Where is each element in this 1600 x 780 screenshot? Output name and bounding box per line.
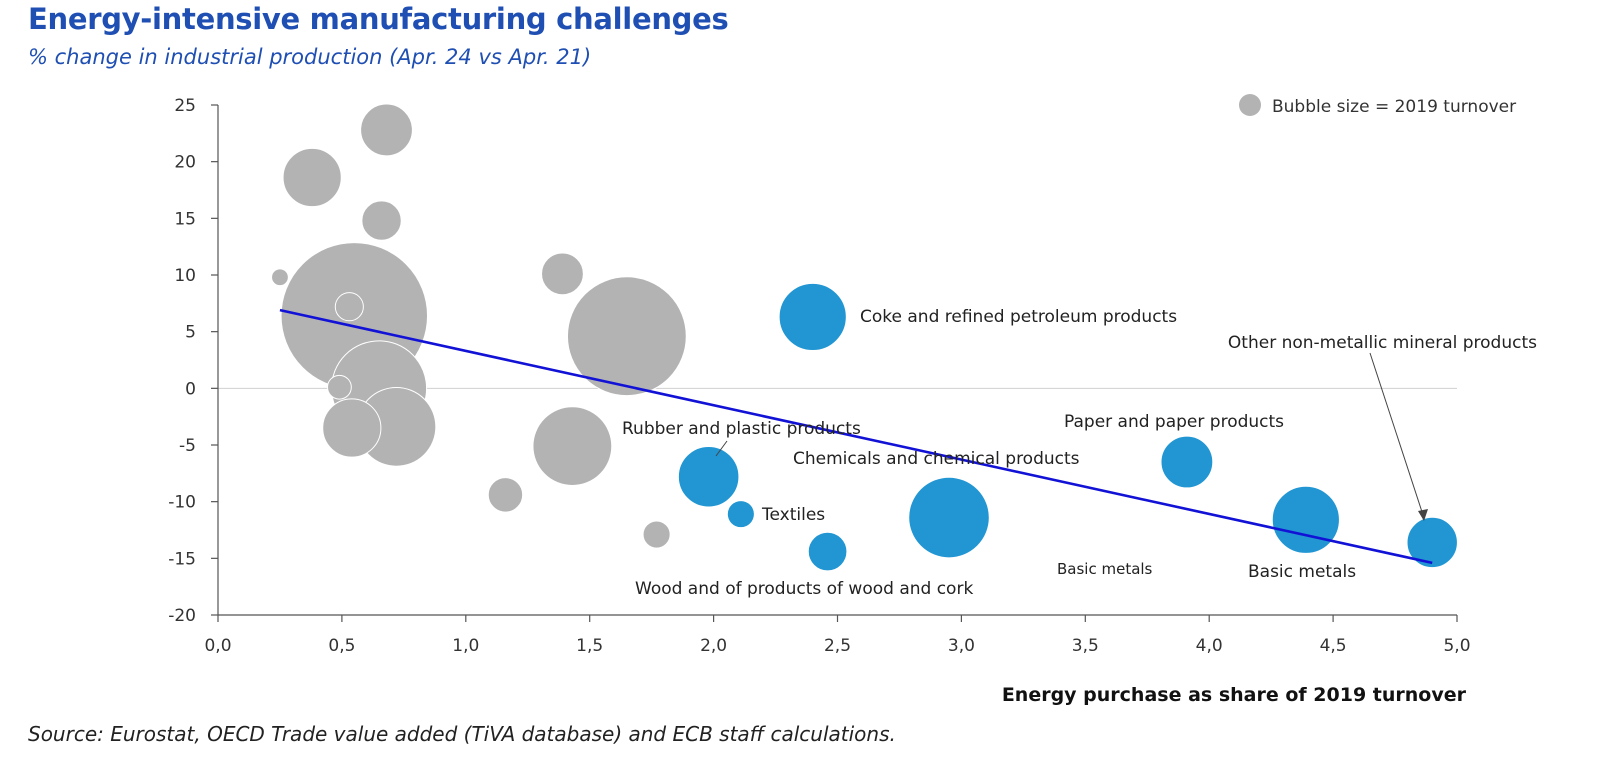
- legend: Bubble size = 2019 turnover: [1239, 94, 1516, 117]
- y-tick-label: 0: [185, 379, 196, 399]
- sector-bubble: [322, 398, 382, 458]
- sector-bubble: [487, 477, 524, 513]
- highlighted-sector-bubble: [1160, 435, 1214, 489]
- y-tick-label: 5: [185, 323, 196, 343]
- label-coke-petroleum: Coke and refined petroleum products: [860, 307, 1177, 327]
- y-tick-label: 25: [174, 96, 196, 116]
- x-tick-label: 0,5: [328, 636, 355, 656]
- sector-bubble: [271, 268, 289, 287]
- chart-subtitle: % change in industrial production (Apr. …: [28, 45, 592, 69]
- label-other-non-metallic: Other non-metallic mineral products: [1228, 333, 1537, 353]
- label-chemicals: Chemicals and chemical products: [793, 449, 1080, 469]
- chart-title: Energy-intensive manufacturing challenge…: [28, 2, 729, 36]
- label-rubber-plastic: Rubber and plastic products: [622, 419, 861, 439]
- x-tick-label: 3,5: [1072, 636, 1099, 656]
- x-tick-label: 5,0: [1443, 636, 1470, 656]
- sector-bubble: [541, 252, 584, 296]
- legend-text: Bubble size = 2019 turnover: [1272, 97, 1516, 117]
- leader-line-rubber: [715, 440, 728, 457]
- highlighted-sector-bubble: [1406, 516, 1458, 569]
- sector-bubble: [532, 406, 613, 487]
- y-tick-label: 10: [174, 266, 196, 286]
- highlighted-sector-bubble: [908, 476, 990, 559]
- x-tick-label: 0,0: [204, 636, 231, 656]
- legend-swatch: [1239, 94, 1261, 116]
- sector-bubble: [327, 374, 352, 400]
- sector-bubble: [334, 292, 364, 322]
- label-wood: Wood and of products of wood and cork: [635, 579, 973, 599]
- highlighted-sector-bubble: [778, 282, 847, 352]
- y-tick-label: -20: [168, 606, 196, 626]
- sector-bubble: [566, 276, 687, 397]
- x-tick-label: 3,0: [948, 636, 975, 656]
- x-tick-label: 2,0: [700, 636, 727, 656]
- annotation-basic-metals: Basic metals: [1057, 560, 1153, 578]
- x-tick-label: 4,5: [1320, 636, 1347, 656]
- source-note: Source: Eurostat, OECD Trade value added…: [28, 722, 896, 746]
- highlighted-sector-bubble: [807, 531, 848, 572]
- highlighted-sector-bubble: [1271, 485, 1340, 554]
- x-tick-label: 1,5: [576, 636, 603, 656]
- label-textiles: Textiles: [761, 505, 825, 525]
- trend-line: [279, 308, 1433, 565]
- y-tick-label: -5: [179, 436, 196, 456]
- y-tick-label: -10: [168, 493, 196, 513]
- y-tick-label: 20: [174, 153, 196, 173]
- x-axis-title: Energy purchase as share of 2019 turnove…: [1002, 684, 1467, 706]
- sector-bubble: [642, 520, 671, 549]
- label-paper: Paper and paper products: [1064, 412, 1284, 432]
- sector-bubble: [282, 147, 342, 208]
- x-tick-label: 4,0: [1196, 636, 1223, 656]
- highlighted-sector-bubble: [677, 445, 740, 508]
- x-tick-label: 2,5: [824, 636, 851, 656]
- highlighted-sector-bubble: [726, 500, 755, 529]
- y-tick-label: 15: [174, 209, 196, 229]
- sector-bubble: [361, 200, 402, 241]
- leader-arrow-non-metallic: [1418, 509, 1428, 521]
- y-tick-label: -15: [168, 549, 196, 569]
- x-tick-label: 1,0: [452, 636, 479, 656]
- sector-bubble: [360, 103, 413, 157]
- label-basic-metals: Basic metals: [1248, 562, 1356, 582]
- leader-line-non-metallic: [1369, 352, 1425, 519]
